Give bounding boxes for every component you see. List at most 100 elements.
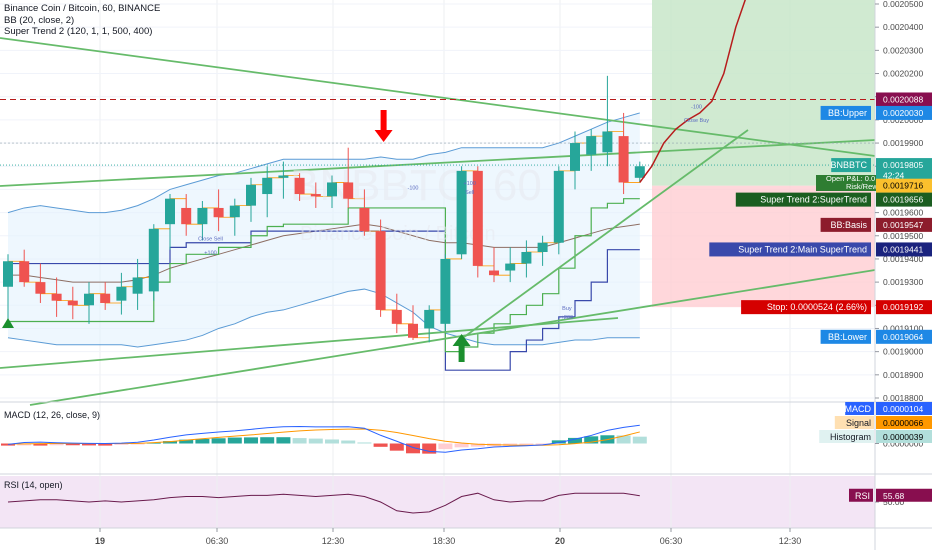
macd-histogram-bar (325, 439, 339, 443)
price-label-text: 0.0020088 (883, 94, 923, 104)
line-tag-text: Super Trend 2:Main SuperTrend (738, 244, 867, 254)
candle-body (376, 231, 386, 310)
price-label[interactable]: 0.0019192 (876, 300, 932, 314)
candle-body (295, 178, 305, 194)
price-label[interactable]: 0.0019441 (876, 242, 932, 256)
price-label-text: 0.0019192 (883, 302, 923, 312)
candle-body (262, 178, 272, 194)
line-tag[interactable]: BNBBTC (830, 158, 871, 172)
candle-body (246, 185, 256, 206)
price-label-text: 0.0019716 (883, 181, 923, 191)
candle-body (3, 261, 13, 286)
order-annotation: Close Buy (684, 118, 709, 124)
macd-histogram-bar (260, 437, 274, 443)
line-tag[interactable]: Stop: 0.0000524 (2.66%) (741, 300, 871, 314)
candle-body (635, 166, 645, 178)
macd-histogram-bar (519, 444, 533, 445)
chart-title[interactable]: Binance Coin / Bitcoin, 60, BINANCE (4, 3, 160, 15)
price-tick-label: 0.0020500 (883, 0, 923, 9)
price-label-text: 0.0020030 (883, 108, 923, 118)
price-label[interactable]: 0.0020030 (876, 106, 932, 120)
line-tag-text: Stop: 0.0000524 (2.66%) (767, 302, 867, 312)
price-label-text: 0.0019441 (883, 244, 923, 254)
rsi-title[interactable]: RSI (14, open) (4, 480, 63, 490)
candle-body (424, 310, 434, 329)
price-label[interactable]: 0.0019547 (876, 218, 932, 232)
candle[interactable] (440, 254, 450, 330)
macd-histogram-bar (212, 438, 226, 443)
candle-body (586, 136, 596, 155)
bb-indicator-label[interactable]: BB (20, close, 2) (4, 15, 160, 27)
candle-body (554, 171, 564, 243)
line-tag[interactable]: Super Trend 2:Main SuperTrend (709, 242, 871, 256)
candle-body (521, 252, 531, 264)
candle[interactable] (149, 224, 159, 300)
macd-tag-text: Signal (846, 418, 871, 428)
price-tick-label: 0.0019500 (883, 231, 923, 241)
macd-tag-text: MACD (845, 404, 872, 414)
supertrend-indicator-label[interactable]: Super Trend 2 (120, 1, 1, 500, 400) (4, 26, 160, 38)
candle-body (35, 282, 45, 294)
macd-histogram-bar (438, 444, 452, 450)
candle-body (165, 199, 175, 224)
candle[interactable] (554, 166, 564, 254)
price-tick-label: 0.0019900 (883, 138, 923, 148)
candle-body (327, 182, 337, 196)
candle-body (133, 277, 143, 293)
candle-body (149, 229, 159, 292)
candle-body (570, 143, 580, 171)
candle-body (343, 182, 353, 198)
line-tag[interactable]: BB:Upper (821, 106, 871, 120)
line-tag[interactable]: BB:Basis (821, 218, 871, 232)
macd-histogram-bar (228, 438, 242, 444)
line-tag-text: BB:Upper (828, 108, 867, 118)
candle[interactable] (376, 220, 386, 317)
price-label[interactable]: 0.0020088 (876, 92, 932, 106)
candle-body (392, 310, 402, 324)
candle-body (489, 271, 499, 276)
candle-body (116, 287, 126, 301)
macd-histogram-bar (276, 437, 290, 443)
candle-body (100, 294, 110, 303)
line-tag-text: BB:Basis (830, 220, 867, 230)
price-label-text: 0.0019656 (883, 195, 923, 205)
macd-histogram-bar (309, 439, 323, 444)
order-annotation: Close Sell (198, 236, 223, 242)
candle-body (197, 208, 207, 224)
macd-histogram-bar (633, 437, 647, 444)
position-box[interactable]: Open P&L: 0.0 Risk/Rew (816, 175, 876, 191)
price-label-text: 0.0019064 (883, 332, 923, 342)
order-annotation: Sell (465, 190, 474, 196)
candle-body (538, 243, 548, 252)
line-tag[interactable]: Super Trend 2:SuperTrend (736, 193, 871, 207)
macd-histogram-bar (244, 437, 258, 443)
macd-title[interactable]: MACD (12, 26, close, 9) (4, 410, 100, 420)
price-tick-label: 0.0020400 (883, 22, 923, 32)
candle-body (619, 136, 629, 182)
time-tick-label: 12:30 (322, 536, 345, 546)
price-tick-label: 0.0019300 (883, 277, 923, 287)
time-tick-label: 06:30 (206, 536, 229, 546)
line-tag-text: BB:Lower (828, 332, 867, 342)
rsi-background (0, 476, 875, 528)
price-label[interactable]: 0.0019656 (876, 193, 932, 207)
macd-histogram-bar (374, 444, 388, 447)
candle-body (230, 206, 240, 218)
price-label[interactable]: 0.0019064 (876, 330, 932, 344)
candle-body (311, 194, 321, 196)
candle-body (19, 261, 29, 282)
macd-histogram-bar (455, 444, 469, 448)
line-tag[interactable]: BB:Lower (821, 330, 871, 344)
line-tag-text: Super Trend 2:SuperTrend (760, 195, 867, 205)
price-tick-label: 0.0018900 (883, 370, 923, 380)
price-label[interactable]: 0.0019716 (876, 179, 932, 193)
rsi-value-text: 55.68 (883, 491, 905, 501)
candle-body (278, 176, 288, 178)
order-annotation: +100 (204, 250, 216, 256)
price-tick-label: 0.0019600 (883, 208, 923, 218)
macd-histogram-bar (357, 442, 371, 443)
